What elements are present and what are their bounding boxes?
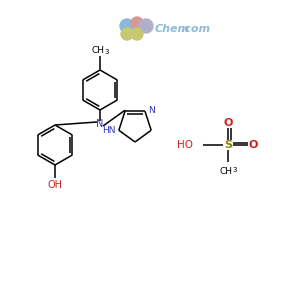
Text: .com: .com (180, 24, 210, 34)
Circle shape (131, 17, 143, 29)
Text: OH: OH (47, 180, 62, 190)
Circle shape (121, 28, 133, 40)
Circle shape (120, 19, 134, 33)
Circle shape (131, 28, 143, 40)
Text: CH: CH (92, 46, 104, 55)
Text: O: O (248, 140, 258, 150)
Text: 3: 3 (104, 50, 109, 56)
Text: O: O (223, 118, 233, 128)
Text: HN: HN (102, 126, 116, 135)
Text: HO: HO (177, 140, 193, 150)
Text: Chem: Chem (155, 24, 190, 34)
Circle shape (139, 19, 153, 33)
Text: CH: CH (220, 167, 232, 176)
Text: N: N (148, 106, 155, 115)
Text: N: N (96, 119, 104, 129)
Text: S: S (224, 140, 232, 150)
Text: 3: 3 (232, 167, 237, 173)
